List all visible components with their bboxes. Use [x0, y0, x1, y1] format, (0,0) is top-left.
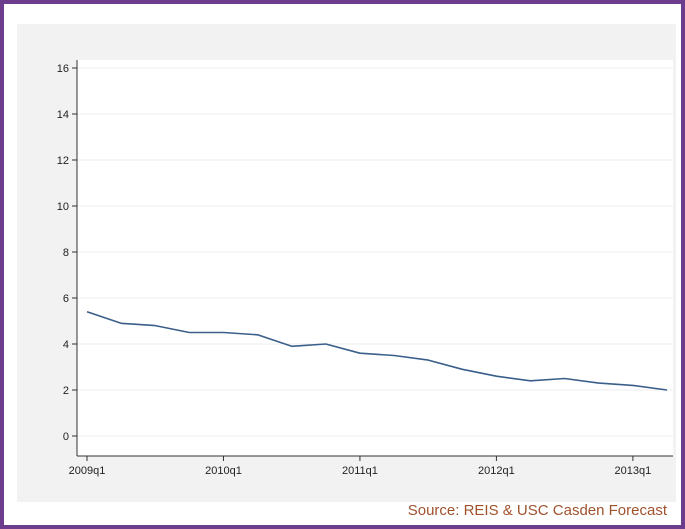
y-tick-label: 6 [63, 293, 69, 305]
y-tick-label: 14 [57, 109, 69, 121]
plot-area [77, 60, 673, 456]
y-tick-label: 12 [57, 155, 69, 167]
y-tick-label: 8 [63, 247, 69, 259]
series-line [86, 311, 668, 391]
y-tick-label: 16 [57, 63, 69, 75]
y-tick-label: 4 [63, 339, 69, 351]
line-chart: 0 2 4 6 8 10 12 14 16 2009q1 2010q1 2011q1 2012q1 201… [57, 60, 673, 477]
source-note: Source: REIS & USC Casden Forecast [407, 502, 667, 519]
x-tick-label: 2012q1 [478, 465, 515, 477]
x-tick-label: 2013q1 [615, 465, 652, 477]
y-tick-label: 10 [57, 201, 69, 213]
x-tick-label: 2011q1 [342, 465, 378, 477]
x-tick-label: 2009q1 [69, 465, 106, 477]
y-tick-label: 2 [63, 385, 69, 397]
chart-panel: 0 2 4 6 8 10 12 14 16 2009q1 2010q1 2011q1 2012q1 201… [17, 24, 676, 502]
y-tick-label: 0 [63, 431, 69, 443]
x-tick-label: 2010q1 [205, 465, 242, 477]
